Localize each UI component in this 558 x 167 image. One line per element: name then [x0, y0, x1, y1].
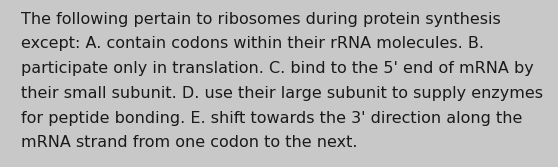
Text: The following pertain to ribosomes during protein synthesis: The following pertain to ribosomes durin… [21, 12, 501, 27]
Text: participate only in translation. C. bind to the 5' end of mRNA by: participate only in translation. C. bind… [21, 61, 534, 76]
Text: for peptide bonding. E. shift towards the 3' direction along the: for peptide bonding. E. shift towards th… [21, 111, 523, 126]
Text: their small subunit. D. use their large subunit to supply enzymes: their small subunit. D. use their large … [21, 86, 543, 101]
Text: mRNA strand from one codon to the next.: mRNA strand from one codon to the next. [21, 135, 358, 150]
Text: except: A. contain codons within their rRNA molecules. B.: except: A. contain codons within their r… [21, 36, 484, 51]
